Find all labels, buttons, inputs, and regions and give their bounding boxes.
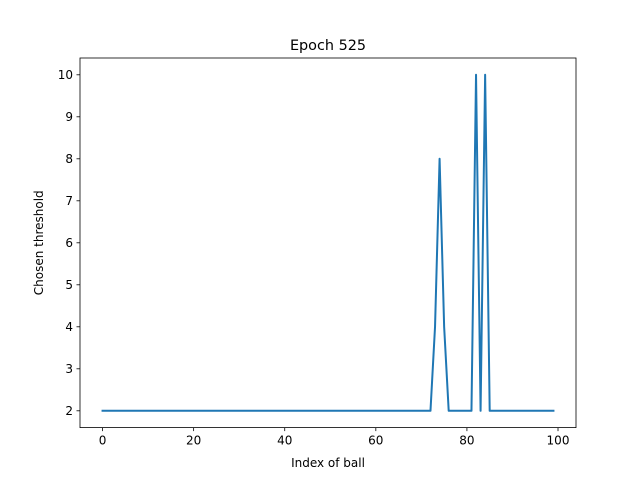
y-axis: 2 3 4 5 6 7 8 9 10 (58, 68, 80, 418)
chart-title: Epoch 525 (290, 38, 366, 54)
series-line (101, 73, 555, 412)
y-tick-label: 3 (65, 362, 73, 376)
x-tick-label: 40 (277, 434, 292, 448)
y-tick-label: 9 (65, 110, 73, 124)
y-tick-label: 10 (58, 68, 73, 82)
x-axis: 0 20 40 60 80 100 (99, 427, 570, 448)
plot-area (101, 73, 555, 412)
y-tick-label: 4 (65, 320, 73, 334)
y-axis-label: Chosen threshold (32, 190, 46, 295)
x-tick-label: 20 (186, 434, 201, 448)
y-tick-label: 8 (65, 152, 73, 166)
x-tick-label: 60 (368, 434, 383, 448)
y-tick-label: 2 (65, 404, 73, 418)
x-tick-label: 80 (459, 434, 474, 448)
x-tick-label: 0 (99, 434, 107, 448)
y-tick-label: 7 (65, 194, 73, 208)
x-tick-label: 100 (547, 434, 570, 448)
x-axis-label: Index of ball (291, 456, 365, 470)
y-tick-label: 6 (65, 236, 73, 250)
y-tick-label: 5 (65, 278, 73, 292)
